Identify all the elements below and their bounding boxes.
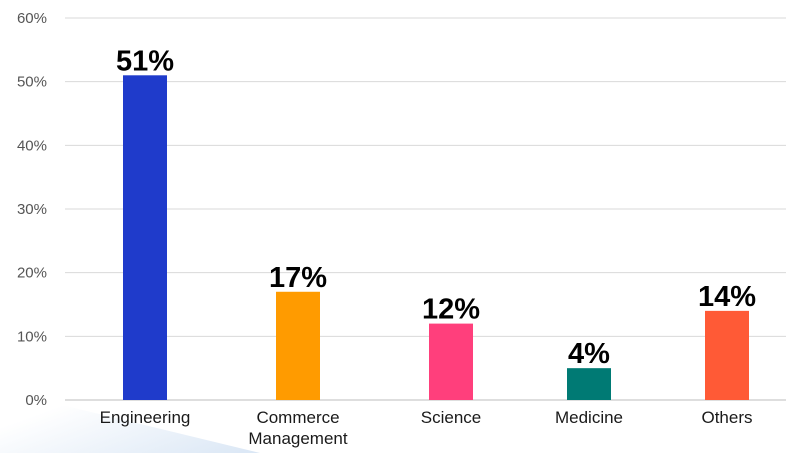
data-label: 17% [269,262,327,294]
bar [567,368,611,400]
category-label: Engineering [100,408,191,427]
x-axis-categories: Engineering Commerce Management Science Medi… [100,408,753,448]
y-tick-label: 30% [17,201,47,218]
bar [123,75,167,401]
data-label: 12% [422,294,480,326]
bar [705,310,749,400]
y-tick-label: 40% [17,137,47,154]
category-label: Medicine [555,408,623,427]
gridlines [65,17,786,401]
category-label: Commerce Management [248,408,348,448]
y-tick-label: 20% [17,265,47,282]
category-label: Others [701,408,752,427]
y-tick-label: 50% [17,74,47,91]
data-label: 51% [116,45,174,77]
y-tick-label: 10% [17,328,47,345]
bar [429,323,473,400]
y-axis-ticks: 0% 10% 20% 30% 40% 50% 60% [17,10,47,409]
category-label: Science [421,408,481,427]
bar [276,291,320,400]
data-label: 14% [698,281,756,313]
y-tick-label: 60% [17,10,47,27]
y-tick-label: 0% [25,392,47,409]
data-labels: 51% 17% 12% 4% 14% [116,45,756,370]
data-label: 4% [568,338,610,370]
bars [123,75,749,401]
